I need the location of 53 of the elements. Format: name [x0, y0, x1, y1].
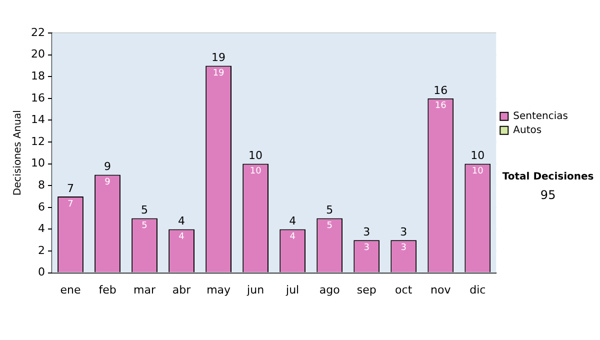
- y-tick-label: 16: [30, 91, 45, 104]
- y-tick-label: 18: [30, 69, 45, 82]
- x-tick-label: nov: [430, 283, 452, 296]
- y-tick-label: 10: [30, 156, 45, 170]
- y-tick-label: 20: [30, 48, 45, 61]
- text: 95: [540, 188, 556, 202]
- y-axis-title: Decisiones Anual: [12, 110, 24, 196]
- text: Total Decisiones: [502, 172, 594, 183]
- data-label: 7: [68, 199, 74, 210]
- x-tick-label: dic: [470, 283, 486, 296]
- data-label: 3: [400, 242, 406, 253]
- total-label: 3: [400, 225, 408, 238]
- x-tick-label: jul: [285, 283, 300, 296]
- data-label: 19: [212, 68, 225, 79]
- y-tick-label: 2: [38, 244, 45, 257]
- x-tick-label: ene: [60, 283, 81, 296]
- data-label: 5: [142, 221, 148, 232]
- total-label: 4: [178, 214, 186, 228]
- y-tick-label: 4: [38, 222, 45, 236]
- y-tick-label: 14: [30, 113, 45, 126]
- y-tick-label: 12: [30, 134, 45, 148]
- legend-label: Autos: [513, 124, 542, 136]
- data-label: 4: [178, 232, 185, 242]
- total-label: 10: [248, 149, 263, 162]
- legend-label: Sentencias: [513, 110, 568, 122]
- total-label: 9: [104, 160, 112, 174]
- total-label: 7: [67, 182, 74, 195]
- data-label: 10: [472, 166, 484, 177]
- x-tick-label: may: [206, 283, 232, 296]
- y-tick-label: 22: [30, 26, 45, 39]
- total-label: 16: [434, 84, 448, 97]
- x-tick-label: sep: [356, 283, 376, 296]
- x-tick-label: abr: [172, 283, 192, 296]
- x-tick-label: ago: [319, 283, 340, 296]
- x-tick-label: jun: [246, 283, 264, 296]
- data-label: 10: [250, 166, 262, 177]
- y-tick-label: 8: [38, 178, 45, 192]
- data-label: 16: [434, 101, 447, 112]
- data-label: 5: [326, 221, 332, 232]
- total-label: 5: [326, 204, 334, 217]
- y-tick-label: 0: [38, 266, 45, 279]
- total-label: 3: [363, 225, 370, 238]
- total-label: 5: [141, 204, 148, 217]
- y-tick-label: 6: [38, 200, 45, 214]
- x-tick-label: mar: [134, 283, 156, 296]
- data-label: 9: [104, 178, 111, 188]
- total-label: 10: [470, 149, 485, 162]
- data-label: 4: [290, 232, 296, 242]
- total-label: 4: [289, 214, 296, 228]
- x-tick-label: oct: [395, 283, 413, 296]
- data-label: 3: [364, 242, 370, 253]
- x-tick-label: feb: [98, 283, 116, 296]
- total-label: 19: [212, 51, 226, 64]
